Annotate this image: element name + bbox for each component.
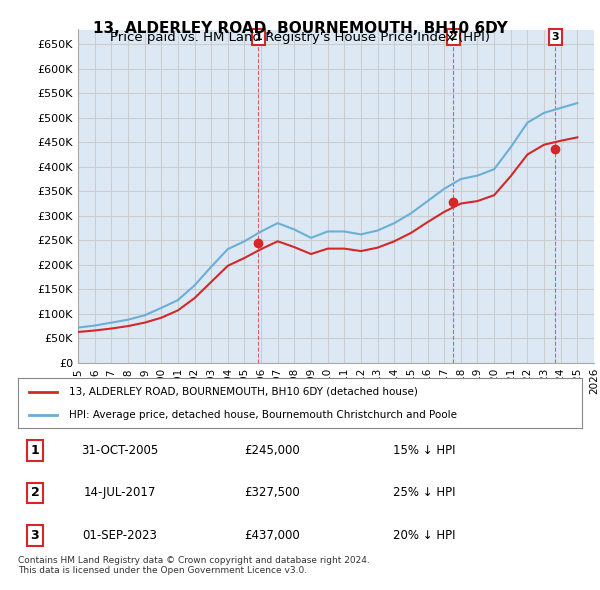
Text: 3: 3 xyxy=(31,529,39,542)
Text: 15% ↓ HPI: 15% ↓ HPI xyxy=(393,444,455,457)
Text: 01-SEP-2023: 01-SEP-2023 xyxy=(82,529,157,542)
Text: 2: 2 xyxy=(31,486,39,500)
Text: 2: 2 xyxy=(449,32,457,42)
Text: 25% ↓ HPI: 25% ↓ HPI xyxy=(393,486,455,500)
Text: 3: 3 xyxy=(551,32,559,42)
Text: 1: 1 xyxy=(254,32,262,42)
Text: £437,000: £437,000 xyxy=(244,529,299,542)
Text: 31-OCT-2005: 31-OCT-2005 xyxy=(81,444,158,457)
Text: 13, ALDERLEY ROAD, BOURNEMOUTH, BH10 6DY (detached house): 13, ALDERLEY ROAD, BOURNEMOUTH, BH10 6DY… xyxy=(69,386,418,396)
Text: £327,500: £327,500 xyxy=(244,486,299,500)
Text: HPI: Average price, detached house, Bournemouth Christchurch and Poole: HPI: Average price, detached house, Bour… xyxy=(69,410,457,420)
Text: 14-JUL-2017: 14-JUL-2017 xyxy=(83,486,156,500)
Text: 1: 1 xyxy=(31,444,39,457)
Text: Contains HM Land Registry data © Crown copyright and database right 2024.
This d: Contains HM Land Registry data © Crown c… xyxy=(18,556,370,575)
Text: £245,000: £245,000 xyxy=(244,444,299,457)
Text: Price paid vs. HM Land Registry's House Price Index (HPI): Price paid vs. HM Land Registry's House … xyxy=(110,31,490,44)
Text: 13, ALDERLEY ROAD, BOURNEMOUTH, BH10 6DY: 13, ALDERLEY ROAD, BOURNEMOUTH, BH10 6DY xyxy=(92,21,508,35)
Text: 20% ↓ HPI: 20% ↓ HPI xyxy=(393,529,455,542)
